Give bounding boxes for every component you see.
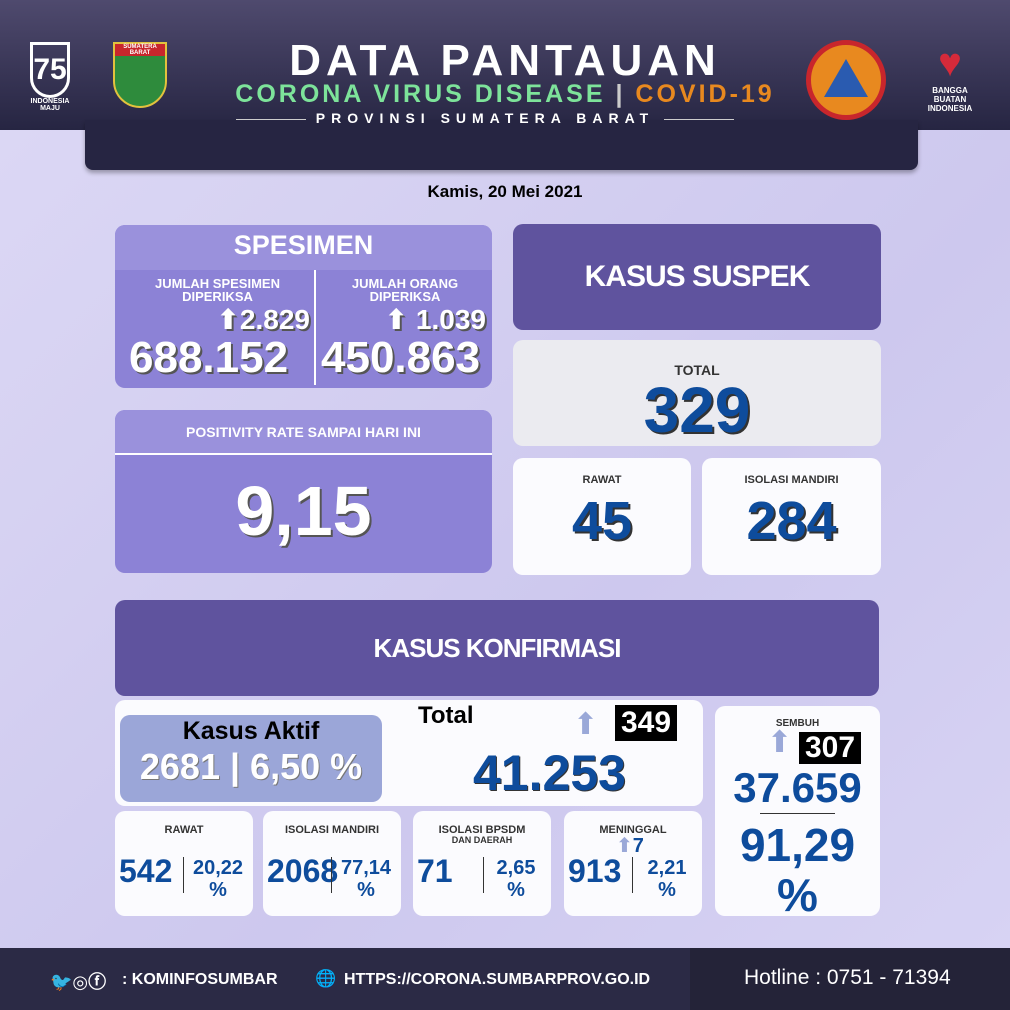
orang-count-value: 450.863: [321, 333, 481, 382]
suspek-isolasi-card: ISOLASI MANDIRI 284: [702, 458, 881, 575]
sumbar-crest-logo: SUMATERA BARAT: [113, 42, 167, 108]
konfirmasi-total-card: Kasus Aktif 2681 | 6,50 % Total ⬆ 349 41…: [115, 700, 703, 806]
globe-icon: 🌐: [315, 969, 337, 988]
hotline: Hotline : 0751 - 71394: [744, 966, 951, 989]
kasus-konfirmasi-title: KASUS KONFIRMASI: [115, 600, 879, 696]
box-pct: 77,14: [340, 857, 392, 879]
box-pct: 20,22: [192, 857, 244, 879]
positivity-value: 9,15: [235, 472, 372, 550]
sembuh-increase-badge: 307: [799, 732, 862, 764]
total-increase-badge: 349: [615, 705, 678, 741]
website-link[interactable]: HTTPS://CORONA.SUMBARPROV.GO.ID: [344, 971, 651, 988]
kasus-aktif-box: Kasus Aktif 2681 | 6,50 %: [120, 715, 382, 802]
sembuh-pct: 91,29: [739, 819, 856, 871]
suspek-total-card: TOTAL 329: [513, 340, 881, 446]
spesimen-card: SPESIMEN JUMLAH SPESIMEN DIPERIKSA ⬆2.82…: [115, 225, 492, 388]
suspek-total-value: 329: [643, 374, 751, 446]
konfirmasi-box: MENINGGAL ⬆7 913 2,21%: [564, 811, 702, 916]
spesimen-count-value: 688.152: [129, 333, 289, 382]
indonesia-maju-logo: 75 INDONESIA MAJU: [30, 42, 70, 112]
arrow-up-icon: ⬆: [767, 726, 793, 759]
box-value: 2068: [267, 853, 339, 889]
spesimen-count-label: JUMLAH SPESIMEN DIPERIKSA: [155, 276, 280, 304]
page-subtitle: CORONA VIRUS DISEASE | COVID-19: [235, 80, 775, 108]
footer: 🐦◎ⓕ : KOMINFOSUMBAR 🌐 HTTPS://CORONA.SUM…: [0, 948, 1010, 1010]
report-date: Kamis, 20 Mei 2021: [427, 182, 583, 201]
spesimen-increase: ⬆2.829: [216, 304, 310, 335]
kasus-suspek-title: KASUS SUSPEK: [513, 224, 881, 330]
bpbd-logo: [806, 40, 886, 120]
suspek-rawat-card: RAWAT 45: [513, 458, 691, 575]
bangga-buatan-indonesia-logo: ♥ BANGGA BUATAN INDONESIA: [927, 41, 973, 113]
orang-increase: ⬆ 1.039: [384, 304, 486, 335]
province-label: PROVINSI SUMATERA BARAT: [190, 110, 780, 126]
social-icons: 🐦◎ⓕ: [50, 972, 107, 992]
sembuh-value: 37.659: [733, 764, 862, 811]
box-label: RAWAT: [164, 824, 204, 836]
social-handle: : KOMINFOSUMBAR: [122, 971, 278, 988]
header-tab: [85, 120, 918, 170]
box-label: ISOLASI MANDIRI: [284, 824, 380, 836]
page-title: DATA PANTAUAN: [289, 36, 721, 85]
box-value: 913: [568, 853, 622, 889]
box-label: ISOLASI BPSDM: [438, 824, 526, 836]
box-value: 542: [119, 853, 173, 889]
positivity-card: POSITIVITY RATE SAMPAI HARI INI 9,15: [115, 410, 492, 573]
sembuh-card: SEMBUH ⬆ 307 37.659 91,29 %: [715, 706, 880, 921]
box-value: 71: [417, 853, 453, 889]
kasus-aktif-value: 2681: [139, 746, 220, 787]
box-increase: ⬆7: [616, 835, 644, 857]
positivity-label: POSITIVITY RATE SAMPAI HARI INI: [115, 410, 492, 455]
box-pct: 2,65: [496, 857, 536, 879]
suspek-isolasi-value: 284: [746, 491, 837, 551]
box-label: MENINGGAL: [599, 824, 667, 836]
konfirmasi-box: ISOLASI MANDIRI 2068 77,14%: [263, 811, 401, 916]
konfirmasi-box: ISOLASI BPSDM DAN DAERAH 71 2,65%: [413, 811, 551, 916]
konfirmasi-box: RAWAT 542 20,22%: [115, 811, 253, 916]
kasus-aktif-pct: 6,50 %: [250, 746, 363, 787]
total-label: Total: [418, 702, 474, 729]
arrow-up-icon: ⬆: [573, 708, 599, 741]
box-pct: 2,21: [647, 857, 687, 879]
total-value: 41.253: [473, 745, 626, 801]
spesimen-title: SPESIMEN: [115, 225, 492, 270]
suspek-rawat-value: 45: [571, 491, 633, 551]
orang-count-label: JUMLAH ORANG DIPERIKSA: [351, 276, 459, 304]
